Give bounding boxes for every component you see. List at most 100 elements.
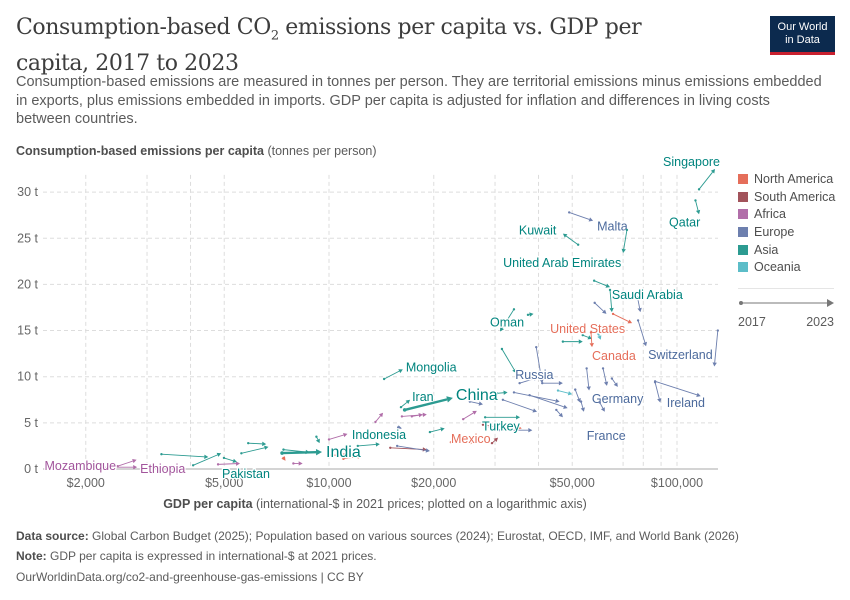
series-arrow-line: [654, 380, 698, 396]
series-arrow-line: [429, 428, 441, 433]
series-arrow-line: [637, 320, 646, 343]
series-arrow-line: [590, 332, 593, 344]
legend-item[interactable]: Africa: [738, 205, 835, 223]
series-arrowhead: [605, 283, 611, 288]
series-arrow-line: [698, 171, 713, 190]
legend-item[interactable]: Europe: [738, 223, 835, 241]
series-arrowhead: [315, 448, 323, 456]
legend-label: Europe: [754, 224, 795, 239]
series-arrowhead: [710, 169, 716, 174]
series-arrowhead: [562, 233, 568, 238]
series-arrowhead: [343, 432, 348, 438]
owid-logo[interactable]: Our World in Data: [770, 16, 835, 55]
x-axis-label: GDP per capita (international-$ in 2021 …: [163, 497, 587, 511]
series-start-point: [483, 416, 487, 419]
series-arrowhead: [555, 398, 560, 403]
series-arrowhead: [499, 326, 504, 332]
series-arrowhead: [712, 362, 717, 367]
series-arrow-line: [357, 443, 376, 447]
series-start-point: [495, 392, 499, 395]
legend-label: North America: [754, 171, 834, 186]
source-link[interactable]: OurWorldinData.org/co2-and-greenhouse-ga…: [16, 570, 364, 584]
series-label: Singapore: [663, 155, 720, 169]
legend-swatch: [738, 244, 748, 255]
series-arrow-line: [411, 414, 419, 417]
series-arrow-line: [343, 456, 358, 460]
series-arrow-line: [223, 457, 234, 462]
series-arrowhead: [642, 341, 648, 347]
series-arrowhead: [532, 408, 537, 413]
series-arrowhead: [472, 410, 477, 415]
series-arrow-line: [383, 370, 400, 380]
series-arrowhead: [627, 319, 633, 324]
series-arrow-line: [654, 382, 660, 399]
series-arrowhead: [529, 312, 534, 317]
series-arrowhead: [558, 412, 563, 418]
legend-item[interactable]: North America: [738, 170, 835, 188]
series-arrow-line: [574, 389, 580, 399]
series-arrow-line: [501, 309, 515, 329]
series-label: Mozambique: [45, 459, 117, 473]
series-arrowhead: [375, 442, 380, 447]
series-arrow-line: [501, 348, 515, 370]
series-start-point: [356, 444, 360, 448]
y-tick-label: 15 t: [17, 324, 38, 338]
series-arrowhead: [609, 307, 614, 313]
series-arrowhead: [597, 335, 602, 340]
series-arrowhead: [343, 452, 348, 458]
series-arrowhead: [235, 461, 241, 466]
series-arrowhead: [398, 369, 403, 374]
series-arrowhead: [586, 386, 591, 391]
series-arrowhead: [488, 423, 494, 428]
series-arrowhead: [558, 380, 563, 386]
series-label: Canada: [592, 349, 636, 363]
legend-item[interactable]: South America: [738, 188, 835, 206]
legend-label: Asia: [754, 242, 779, 257]
series-arrowhead: [528, 428, 533, 433]
y-tick-label: 5 t: [24, 416, 38, 430]
series-arrowhead: [397, 425, 402, 430]
x-tick-label: $20,000: [411, 476, 456, 490]
legend-swatch: [738, 191, 748, 202]
series-label: Iran: [412, 390, 434, 404]
series-arrowhead: [512, 368, 517, 374]
timeline-legend: 2017 2023: [738, 288, 834, 329]
x-tick-label: $100,000: [651, 476, 703, 490]
series-arrowhead: [695, 209, 701, 215]
series-arrow-line: [469, 401, 480, 405]
note: Note: GDP per capita is expressed in int…: [16, 549, 377, 563]
series-arrow-line: [695, 200, 699, 211]
series-arrow-line: [612, 313, 629, 322]
series-label: Ireland: [667, 396, 705, 410]
timeline-arrow-icon: [739, 299, 834, 307]
series-start-point: [468, 400, 472, 403]
series-start-point: [410, 415, 414, 418]
series-arrowhead: [315, 438, 320, 444]
series-arrow-line: [502, 399, 534, 411]
series-label: Germany: [592, 392, 644, 406]
series-label: Qatar: [669, 215, 700, 229]
series-arrowhead: [696, 392, 701, 397]
y-tick-label: 20 t: [17, 277, 38, 291]
series-arrow-line: [375, 415, 381, 423]
series-arrowhead: [602, 309, 607, 314]
series-arrowhead: [478, 401, 483, 406]
series-arrowhead: [600, 407, 605, 412]
series-label: Pakistan: [222, 467, 270, 481]
series-start-point: [400, 415, 404, 418]
legend-swatch: [738, 262, 748, 273]
series-label: France: [587, 429, 626, 443]
series-arrow-line: [218, 463, 237, 465]
series-arrowhead: [516, 415, 521, 420]
series-arrowhead: [425, 448, 430, 453]
series-arrow-line: [497, 392, 504, 394]
legend-item[interactable]: Oceania: [738, 258, 835, 276]
series-arrowhead: [469, 440, 474, 445]
series-arrow-line: [519, 378, 535, 384]
series-arrowhead: [54, 465, 59, 471]
legend-item[interactable]: Asia: [738, 241, 835, 259]
series-arrow-line: [482, 424, 490, 427]
legend: North America South America Africa Europe As…: [738, 170, 835, 276]
series-arrow-line: [593, 280, 607, 287]
series-arrow-line: [555, 409, 561, 415]
